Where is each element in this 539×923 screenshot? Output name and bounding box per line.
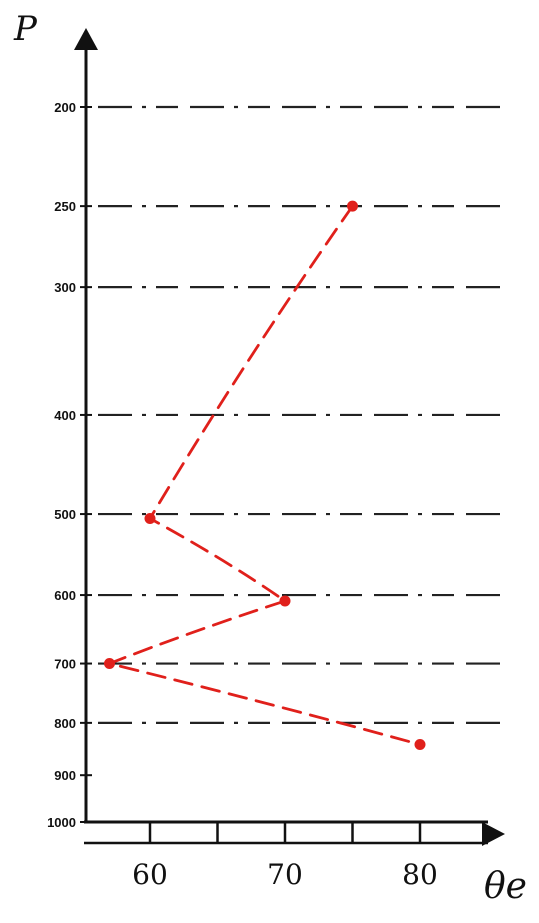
y-tick-label: 400 xyxy=(54,408,76,423)
y-tick-label: 700 xyxy=(54,657,76,672)
y-tick-label: 500 xyxy=(54,507,76,522)
data-point xyxy=(104,658,115,670)
axes-layer: P θe xyxy=(13,9,527,907)
data-point xyxy=(279,595,291,607)
grid-layer xyxy=(98,105,500,724)
y-axis-title: P xyxy=(13,9,38,49)
y-tick-label: 1000 xyxy=(47,815,76,830)
x-tick-label: 70 xyxy=(267,858,303,891)
y-tick-label: 900 xyxy=(54,768,76,783)
y-axis-arrow xyxy=(74,28,98,50)
y-tick-label: 250 xyxy=(54,199,76,214)
data-point xyxy=(414,739,426,751)
x-axis-title: θe xyxy=(484,866,527,907)
ticks-layer: 200 250 300 400 500 600 700 800 900 1000 60 70 80 xyxy=(47,100,438,891)
series-layer xyxy=(104,200,426,751)
x-tick-label: 80 xyxy=(402,858,438,891)
x-axis-arrow xyxy=(482,822,505,846)
y-tick-label: 600 xyxy=(54,588,76,603)
data-point xyxy=(347,200,358,212)
data-point xyxy=(144,512,156,524)
x-tick-label: 60 xyxy=(132,858,168,891)
y-tick-label: 200 xyxy=(54,100,76,115)
y-tick-label: 300 xyxy=(54,280,76,295)
y-tick-label: 800 xyxy=(54,716,76,731)
